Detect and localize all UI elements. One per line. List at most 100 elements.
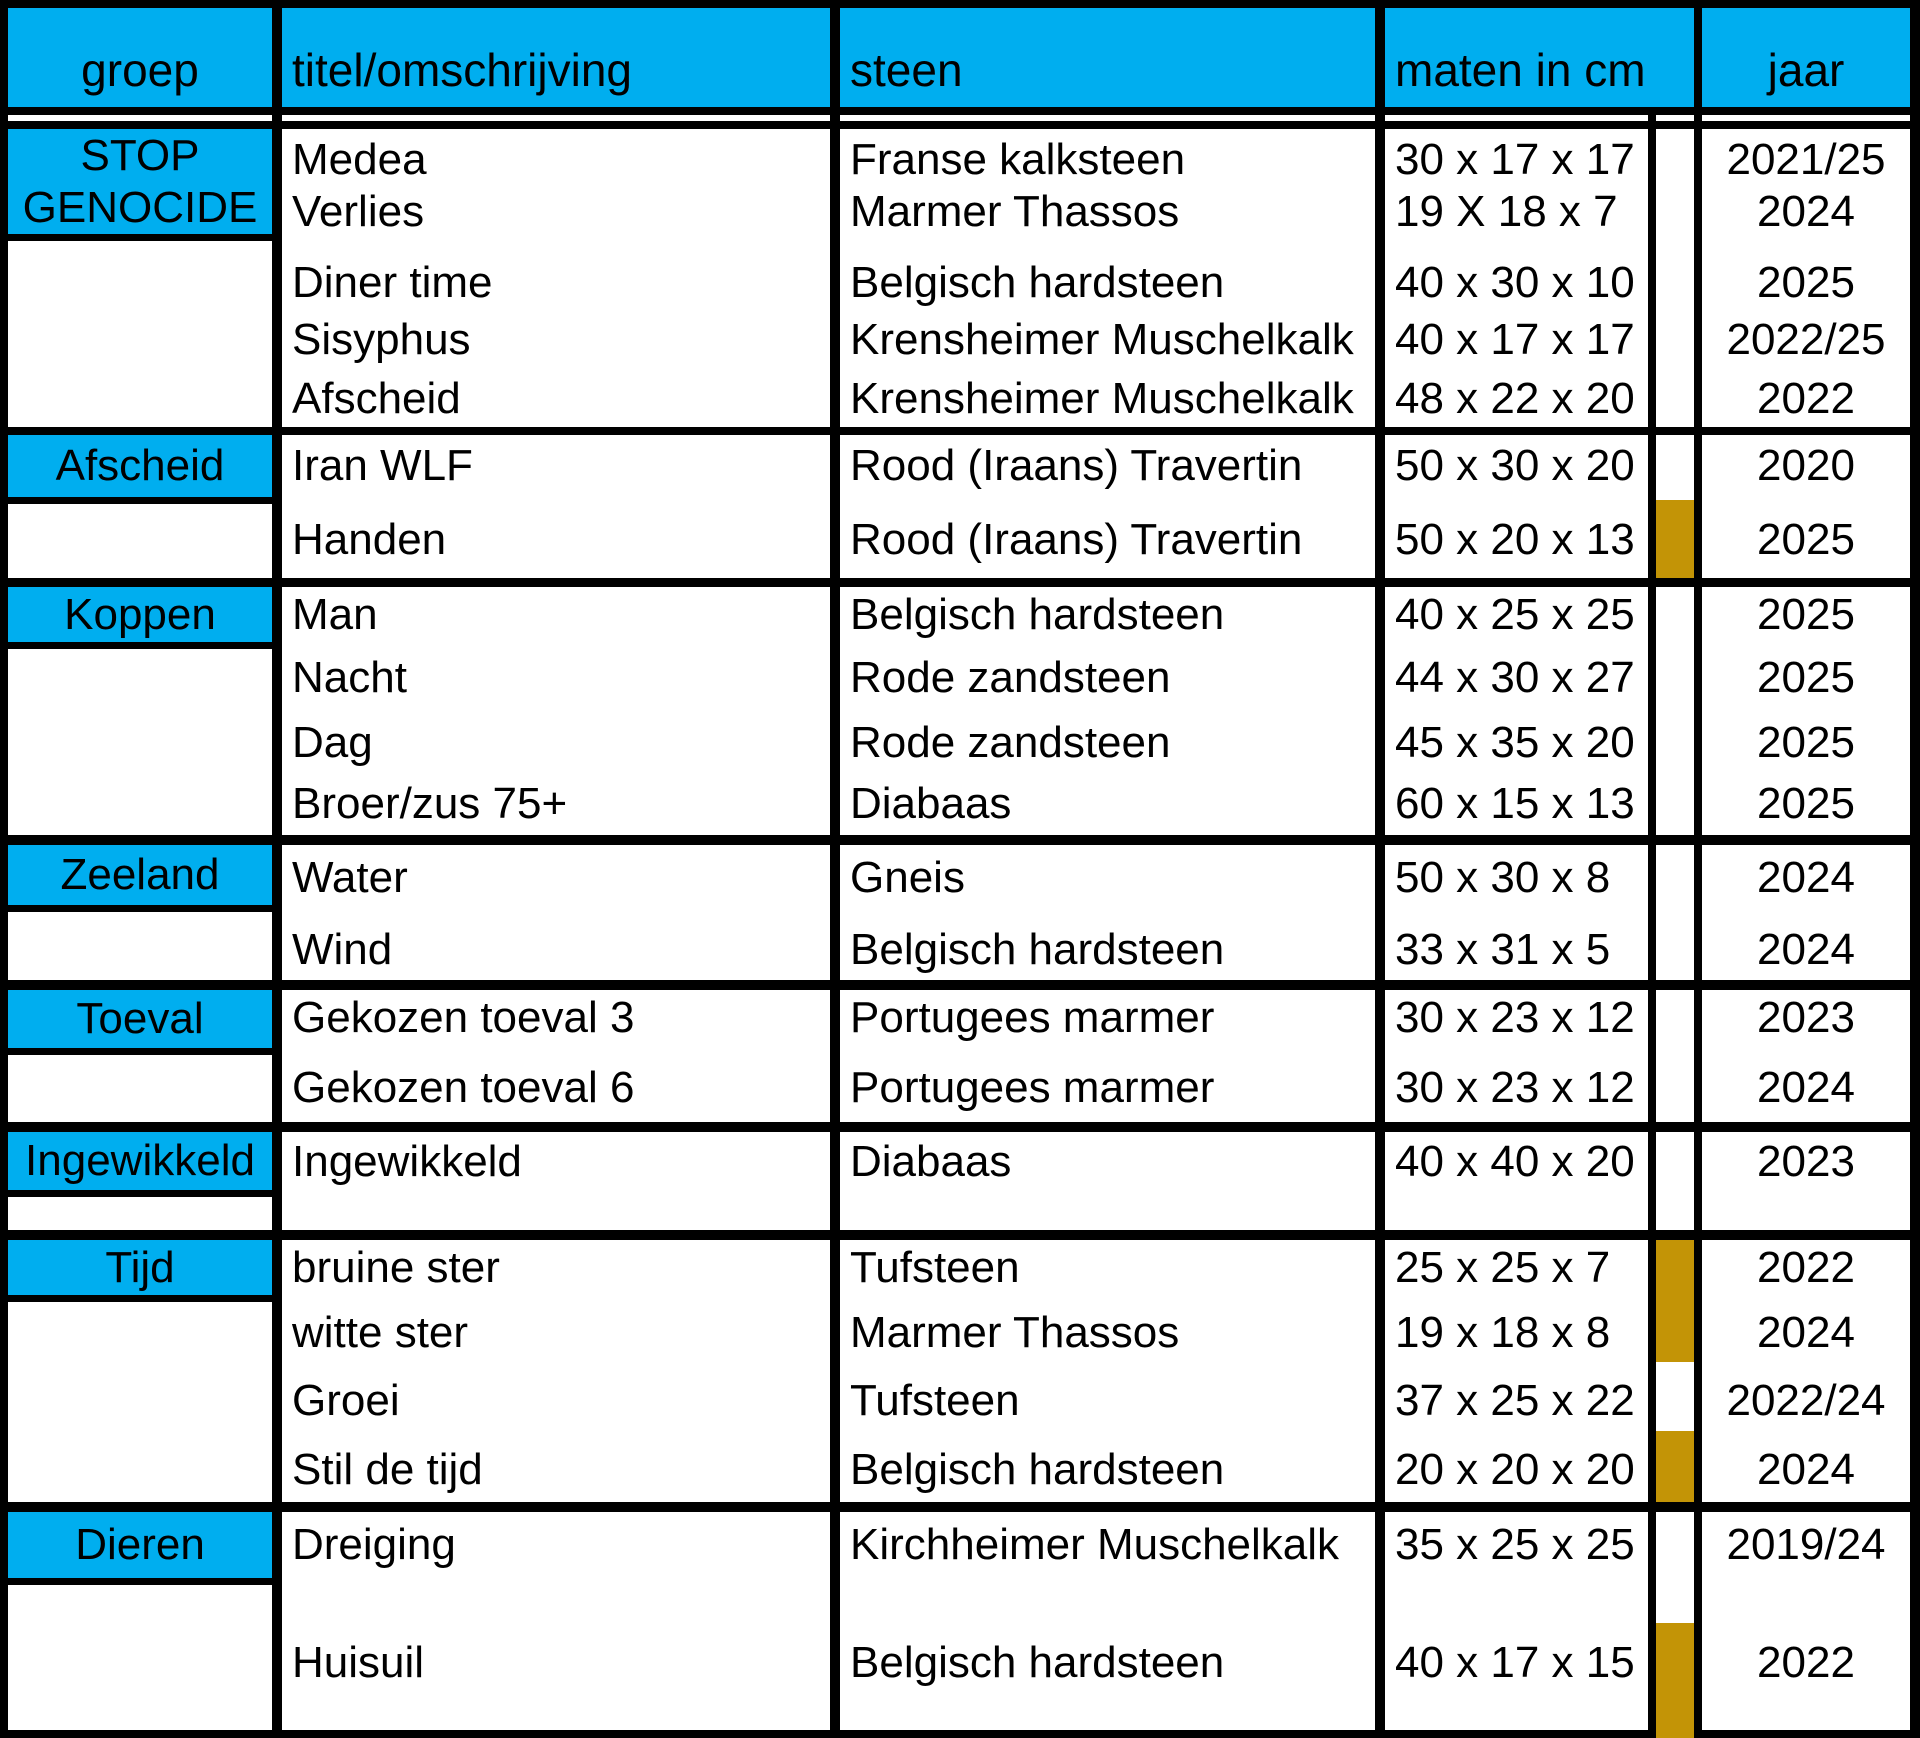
header-separator-strip bbox=[282, 115, 830, 121]
groep-cell-blank bbox=[8, 1197, 272, 1230]
row-size: 50 x 20 x 13 bbox=[1395, 515, 1635, 564]
row-year: 2022 bbox=[1757, 1638, 1855, 1687]
row-year: 2021/25 bbox=[1726, 135, 1886, 184]
maten-cell bbox=[1385, 845, 1648, 980]
group-label-stop-genocide: STOP GENOCIDE bbox=[8, 129, 272, 234]
row-title: Dreiging bbox=[292, 1520, 456, 1569]
row-year: 2024 bbox=[1757, 1063, 1855, 1112]
row-stone: Gneis bbox=[850, 853, 965, 902]
header-separator-strip bbox=[840, 115, 1375, 121]
column-header-label: groep bbox=[81, 44, 199, 96]
row-stone: Marmer Thassos bbox=[850, 187, 1180, 236]
titel-cell bbox=[282, 1132, 830, 1230]
row-title: Verlies bbox=[292, 187, 425, 236]
gold-marker bbox=[1656, 500, 1694, 578]
titel-cell bbox=[282, 1240, 830, 1502]
header-separator-strip bbox=[8, 115, 272, 121]
row-size: 40 x 17 x 15 bbox=[1395, 1638, 1635, 1687]
column-header-label: steen bbox=[850, 44, 963, 96]
row-stone: Krensheimer Muschelkalk bbox=[850, 315, 1354, 364]
row-year: 2025 bbox=[1757, 653, 1855, 702]
groep-cell-blank bbox=[8, 1302, 272, 1502]
row-size: 45 x 35 x 20 bbox=[1395, 718, 1635, 767]
row-year: 2025 bbox=[1757, 515, 1855, 564]
marker-cell bbox=[1656, 435, 1694, 500]
row-stone: Tufsteen bbox=[850, 1243, 1020, 1292]
group-label-line: Zeeland bbox=[60, 850, 220, 899]
group-label-line: Afscheid bbox=[55, 441, 225, 490]
group-label-toeval: Toeval bbox=[8, 990, 272, 1048]
jaar-cell bbox=[1702, 845, 1910, 980]
group-label-zeeland: Zeeland bbox=[8, 845, 272, 905]
group-label-line: Tijd bbox=[105, 1242, 175, 1292]
titel-cell bbox=[282, 587, 830, 835]
row-year: 2022 bbox=[1757, 1243, 1855, 1292]
row-year: 2023 bbox=[1757, 1137, 1855, 1186]
maten-cell bbox=[1385, 1512, 1648, 1730]
groep-cell-blank bbox=[8, 504, 272, 578]
row-size: 37 x 25 x 22 bbox=[1395, 1376, 1635, 1425]
groep-cell-blank bbox=[8, 1585, 272, 1730]
groep-cell-blank bbox=[8, 1055, 272, 1122]
row-year: 2024 bbox=[1757, 1308, 1855, 1357]
row-stone: Tufsteen bbox=[850, 1376, 1020, 1425]
row-stone: Rode zandsteen bbox=[850, 653, 1171, 702]
row-year: 2024 bbox=[1757, 1445, 1855, 1494]
row-title: Dag bbox=[292, 718, 373, 767]
row-title: Gekozen toeval 3 bbox=[292, 993, 635, 1042]
steen-cell bbox=[840, 1132, 1375, 1230]
row-year: 2022/25 bbox=[1726, 315, 1886, 364]
row-year: 2022 bbox=[1757, 374, 1855, 423]
group-label-line: Dieren bbox=[75, 1520, 205, 1569]
column-header-label: titel/omschrijving bbox=[292, 44, 632, 96]
row-stone: Marmer Thassos bbox=[850, 1308, 1180, 1357]
row-title: bruine ster bbox=[292, 1243, 500, 1292]
groep-cell-blank bbox=[8, 912, 272, 980]
jaar-cell bbox=[1702, 1512, 1910, 1730]
steen-cell bbox=[840, 129, 1375, 427]
row-size: 30 x 17 x 17 bbox=[1395, 135, 1635, 184]
row-stone: Portugees marmer bbox=[850, 1063, 1215, 1112]
groep-cell-blank bbox=[8, 241, 272, 427]
row-year: 2024 bbox=[1757, 925, 1855, 974]
maten-cell bbox=[1385, 990, 1648, 1122]
group-label-afscheid: Afscheid bbox=[8, 435, 272, 497]
row-stone: Rood (Iraans) Travertin bbox=[850, 515, 1303, 564]
jaar-cell bbox=[1702, 990, 1910, 1122]
maten-cell bbox=[1385, 1240, 1648, 1502]
row-title: Handen bbox=[292, 515, 447, 564]
row-title: Water bbox=[292, 853, 408, 902]
marker-cell bbox=[1656, 1362, 1694, 1431]
row-stone: Belgisch hardsteen bbox=[850, 925, 1225, 974]
row-size: 30 x 23 x 12 bbox=[1395, 1063, 1635, 1112]
column-header-label: jaar bbox=[1767, 44, 1845, 96]
row-title: Broer/zus 75+ bbox=[292, 779, 568, 828]
jaar-cell bbox=[1702, 1132, 1910, 1230]
row-size: 30 x 23 x 12 bbox=[1395, 993, 1635, 1042]
row-size: 50 x 30 x 20 bbox=[1395, 441, 1635, 490]
row-stone: Belgisch hardsteen bbox=[850, 1638, 1225, 1687]
row-size: 50 x 30 x 8 bbox=[1395, 853, 1611, 902]
marker-cell bbox=[1656, 845, 1694, 980]
marker-cell bbox=[1656, 990, 1694, 1122]
row-size: 19 X 18 x 7 bbox=[1395, 187, 1618, 236]
column-header-titel: titel/omschrijving bbox=[282, 8, 830, 107]
group-label-tijd: Tijd bbox=[8, 1240, 272, 1295]
row-size: 35 x 25 x 25 bbox=[1395, 1520, 1635, 1569]
gold-marker bbox=[1656, 1240, 1694, 1362]
group-label-koppen: Koppen bbox=[8, 587, 272, 642]
row-title: Nacht bbox=[292, 653, 407, 702]
row-year: 2025 bbox=[1757, 718, 1855, 767]
row-title: Ingewikkeld bbox=[292, 1137, 522, 1186]
titel-cell bbox=[282, 990, 830, 1122]
marker-cell bbox=[1656, 129, 1694, 427]
group-label-line: Toeval bbox=[76, 994, 204, 1043]
titel-cell bbox=[282, 435, 830, 578]
row-stone: Belgisch hardsteen bbox=[850, 1445, 1225, 1494]
row-stone: Rode zandsteen bbox=[850, 718, 1171, 767]
jaar-cell bbox=[1702, 435, 1910, 578]
marker-cell bbox=[1656, 1132, 1694, 1230]
row-title: Man bbox=[292, 590, 378, 639]
row-title: Wind bbox=[292, 925, 393, 974]
